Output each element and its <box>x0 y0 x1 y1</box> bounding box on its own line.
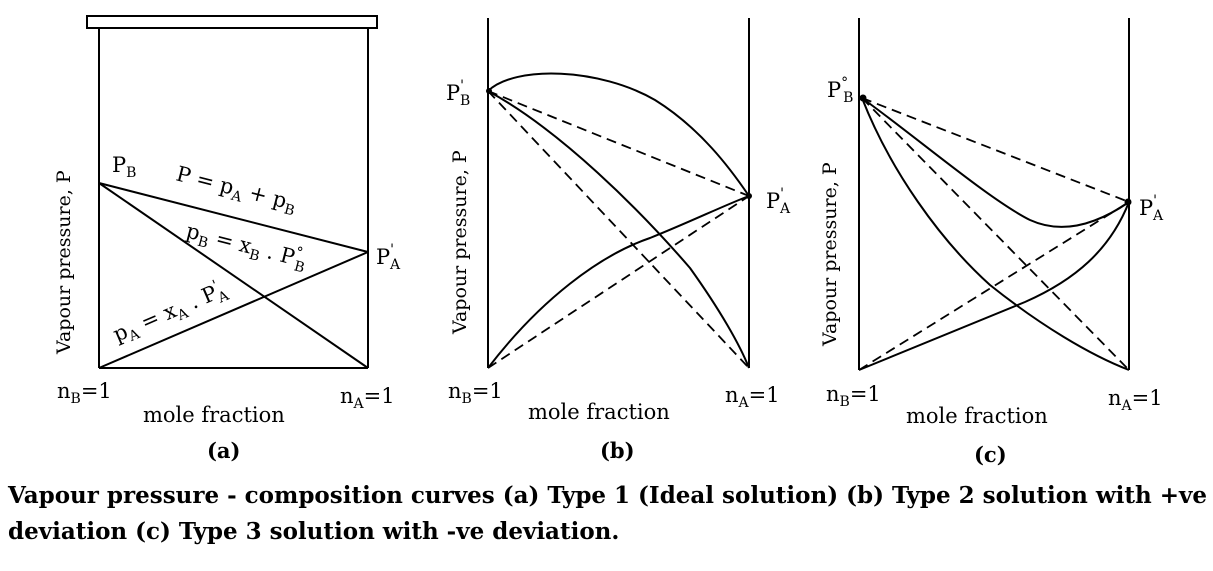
panel-b-pb-label: P' B <box>446 78 470 109</box>
panel-a-pa-label: P' A <box>376 242 401 273</box>
panel-a-right-end-label: nA=1 <box>340 384 395 412</box>
panel-b: Vapour pressure, P P' B P' A nB=1 nA=1 mol… <box>446 18 791 463</box>
panel-a-total-pressure-line <box>98 182 369 253</box>
panel-a-pb-eq: pB = xB . P°B <box>183 217 310 277</box>
panel-c-pa-curve <box>858 201 1130 371</box>
figure-caption: Vapour pressure - composition curves (a)… <box>8 482 1207 545</box>
panel-a-left-end-label: nB=1 <box>57 379 112 407</box>
panel-c-x-axis-label: mole fraction <box>906 404 1048 428</box>
panel-c-pb-point <box>859 94 867 102</box>
panel-c-right-end-label: nA=1 <box>1108 386 1163 414</box>
panel-b-pa-curve <box>487 195 750 369</box>
panel-c-pb-label: P° B <box>827 75 853 106</box>
panel-a-total-eq: P = pA + pB <box>173 162 299 220</box>
panel-b-letter: (b) <box>600 438 635 463</box>
panel-a-x-axis-label: mole fraction <box>143 403 285 427</box>
panel-c-letter: (c) <box>974 442 1007 467</box>
panel-a-top-cap <box>86 15 378 29</box>
panel-b-x-axis-label: mole fraction <box>528 400 670 424</box>
panel-b-ideal-pb-line <box>487 90 750 369</box>
panel-c-total-pressure-curve <box>861 97 1130 228</box>
panel-c-ideal-pb-line <box>861 97 1130 371</box>
panel-b-right-end-label: nA=1 <box>725 383 780 411</box>
panel-b-pb-point <box>486 88 492 94</box>
panel-b-y-axis-label: Vapour pressure, P <box>449 150 471 335</box>
panel-a-pb-line <box>98 182 369 369</box>
panel-b-ideal-pa-line <box>487 195 750 369</box>
panel-a-y-axis-label: Vapour pressure, P <box>53 170 75 355</box>
panel-c: Vapour pressure, P P° B P' A nB=1 nA=1 mol… <box>819 18 1164 467</box>
panel-a: Vapour pressure, P PB P' A P = pA + pB pB… <box>53 15 401 463</box>
panel-c-ideal-total-line <box>861 97 1130 203</box>
panel-a-pb-label: PB <box>112 153 136 181</box>
panel-a-pa-line <box>98 251 369 369</box>
panel-b-pb-curve <box>487 90 750 369</box>
panel-a-letter: (a) <box>207 438 240 463</box>
panel-c-y-axis-label: Vapour pressure, P <box>819 162 841 347</box>
panel-b-pa-point <box>746 193 752 199</box>
panel-b-total-pressure-curve <box>487 72 750 197</box>
panel-b-pa-label: P' A <box>766 186 791 217</box>
panel-c-pa-point <box>1124 198 1132 206</box>
panel-c-pb-curve <box>861 97 1130 371</box>
panel-b-ideal-total-line <box>487 90 750 197</box>
panel-c-pa-label: P' A <box>1139 193 1164 224</box>
panel-b-left-end-label: nB=1 <box>448 379 503 407</box>
panel-c-ideal-pa-line <box>858 201 1130 371</box>
panel-c-left-end-label: nB=1 <box>826 382 881 410</box>
panel-a-pa-eq: pA = xA . P'A <box>109 275 232 351</box>
